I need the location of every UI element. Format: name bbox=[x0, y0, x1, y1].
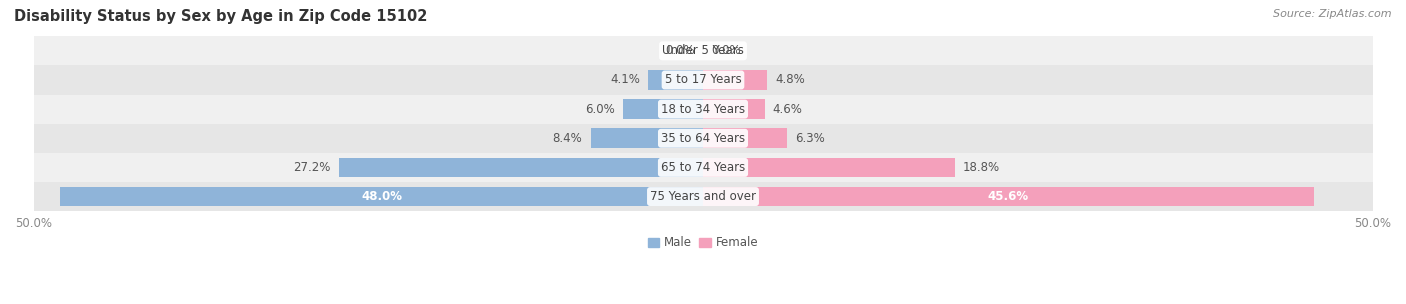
Bar bbox=[703, 70, 768, 90]
Text: 0.0%: 0.0% bbox=[665, 44, 695, 57]
Bar bbox=[60, 187, 703, 206]
Bar bbox=[34, 36, 1372, 65]
Text: 4.8%: 4.8% bbox=[775, 74, 806, 87]
Bar bbox=[591, 128, 703, 148]
Text: 75 Years and over: 75 Years and over bbox=[650, 190, 756, 203]
Text: Under 5 Years: Under 5 Years bbox=[662, 44, 744, 57]
Bar bbox=[339, 157, 703, 177]
Bar bbox=[623, 99, 703, 119]
Text: 35 to 64 Years: 35 to 64 Years bbox=[661, 132, 745, 145]
Bar bbox=[34, 124, 1372, 153]
Text: 5 to 17 Years: 5 to 17 Years bbox=[665, 74, 741, 87]
Bar bbox=[703, 187, 1313, 206]
Text: Source: ZipAtlas.com: Source: ZipAtlas.com bbox=[1274, 9, 1392, 19]
Bar bbox=[703, 128, 787, 148]
Text: 8.4%: 8.4% bbox=[553, 132, 582, 145]
Text: 6.3%: 6.3% bbox=[796, 132, 825, 145]
Text: 4.6%: 4.6% bbox=[773, 103, 803, 116]
Bar bbox=[34, 182, 1372, 211]
Bar bbox=[34, 153, 1372, 182]
Text: Disability Status by Sex by Age in Zip Code 15102: Disability Status by Sex by Age in Zip C… bbox=[14, 9, 427, 24]
Bar bbox=[703, 157, 955, 177]
Bar bbox=[648, 70, 703, 90]
Text: 18.8%: 18.8% bbox=[963, 161, 1000, 174]
Bar bbox=[34, 65, 1372, 95]
Text: 0.0%: 0.0% bbox=[711, 44, 741, 57]
Text: 65 to 74 Years: 65 to 74 Years bbox=[661, 161, 745, 174]
Text: 4.1%: 4.1% bbox=[610, 74, 640, 87]
Bar bbox=[703, 99, 765, 119]
Bar bbox=[34, 95, 1372, 124]
Legend: Male, Female: Male, Female bbox=[643, 232, 763, 254]
Text: 18 to 34 Years: 18 to 34 Years bbox=[661, 103, 745, 116]
Text: 27.2%: 27.2% bbox=[294, 161, 330, 174]
Text: 45.6%: 45.6% bbox=[988, 190, 1029, 203]
Text: 6.0%: 6.0% bbox=[585, 103, 614, 116]
Text: 48.0%: 48.0% bbox=[361, 190, 402, 203]
